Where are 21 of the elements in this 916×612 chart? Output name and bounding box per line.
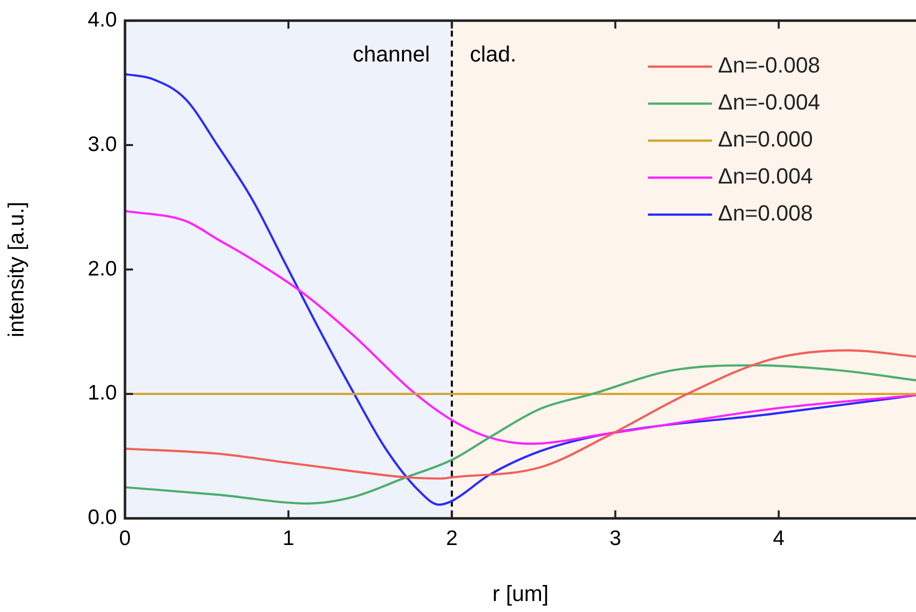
x-tick-label: 2 <box>446 526 458 550</box>
y-tick-label: 1.0 <box>88 382 117 405</box>
legend-label: Δn=-0.008 <box>718 52 820 78</box>
y-axis-title: intensity [a.u.] <box>3 202 28 338</box>
x-tick-label: 0 <box>119 526 131 550</box>
line-series <box>125 349 916 480</box>
legend-label: Δn=0.000 <box>718 126 813 152</box>
band-label: channel <box>352 42 430 67</box>
y-tick-label: 0.0 <box>88 506 117 530</box>
line-series <box>125 364 916 505</box>
x-axis-title: r [um] <box>492 580 549 606</box>
y-tick-label: 4.0 <box>88 8 117 32</box>
y-tick-label: 3.0 <box>88 132 117 156</box>
x-tick-label: 1 <box>282 526 294 550</box>
x-tick-label: 4 <box>772 526 785 550</box>
legend-label: Δn=0.004 <box>718 164 813 189</box>
y-tick-label: 2.0 <box>88 257 117 280</box>
x-tick-label: 3 <box>609 526 622 550</box>
legend-label: Δn=0.008 <box>718 200 813 226</box>
band-label: clad. <box>470 42 516 67</box>
legend-label: Δn=-0.004 <box>718 90 820 115</box>
